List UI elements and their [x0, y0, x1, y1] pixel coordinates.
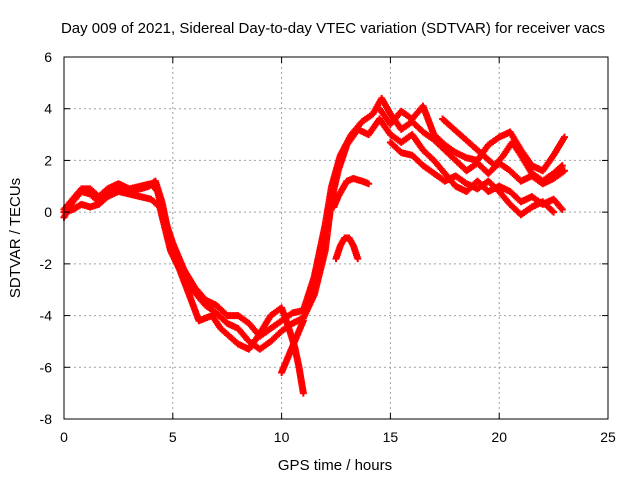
- y-tick-label: -2: [40, 256, 53, 272]
- data-point: [558, 206, 566, 214]
- y-axis-label: SDTVAR / TECUs: [7, 178, 24, 298]
- data-point: [550, 208, 558, 216]
- series-track-4: [278, 317, 307, 376]
- x-tick-label: 5: [169, 429, 177, 445]
- series-track-5: [332, 234, 362, 263]
- y-tick-label: -6: [40, 359, 53, 375]
- data-point: [560, 167, 568, 175]
- plot-frame: [63, 56, 609, 420]
- series-track-6: [330, 175, 373, 211]
- x-axis-label: GPS time / hours: [278, 457, 392, 474]
- y-tick-label: 6: [44, 49, 52, 65]
- y-tick-label: -4: [40, 308, 53, 324]
- data-point: [365, 180, 373, 188]
- data-point: [560, 133, 568, 141]
- data-series: [60, 94, 568, 397]
- data-point: [299, 389, 307, 397]
- axis-ticks: 0 5 10 15 20 25 -8 -6 -4 -2 0 2 4 6: [40, 49, 616, 445]
- series-track-2: [60, 94, 568, 340]
- series-track-3: [60, 187, 307, 397]
- y-tick-label: 2: [44, 152, 52, 168]
- x-tick-label: 10: [274, 429, 290, 445]
- x-tick-label: 15: [383, 429, 399, 445]
- series-track-7: [376, 102, 568, 175]
- y-tick-label: 4: [44, 101, 52, 117]
- data-point: [354, 255, 362, 263]
- chart-title: Day 009 of 2021, Sidereal Day-to-day VTE…: [61, 20, 605, 37]
- series-track-8: [386, 138, 558, 219]
- data-point: [299, 317, 307, 325]
- x-tick-label: 20: [491, 429, 507, 445]
- y-tick-label: -8: [40, 411, 53, 427]
- x-tick-label: 0: [60, 429, 68, 445]
- x-tick-label: 25: [600, 429, 616, 445]
- data-point: [558, 162, 566, 170]
- y-tick-label: 0: [44, 204, 52, 220]
- series-track-9: [439, 115, 566, 185]
